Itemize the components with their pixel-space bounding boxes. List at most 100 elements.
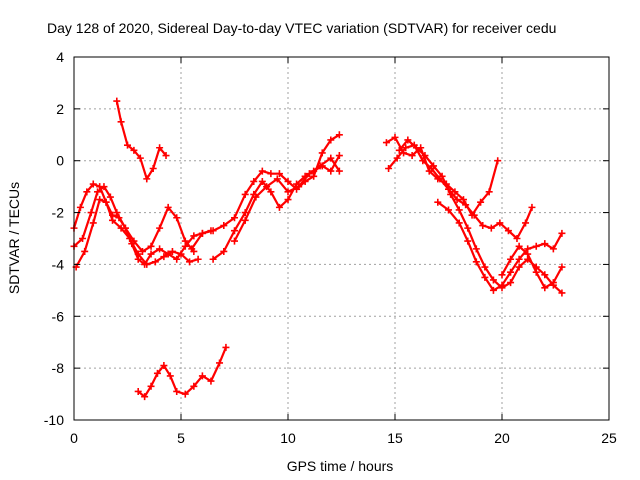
series-line — [72, 185, 195, 253]
data-point-marker — [258, 177, 266, 185]
data-point-marker — [102, 198, 110, 206]
data-point-marker — [459, 196, 467, 204]
data-point-marker — [173, 387, 181, 395]
data-point-marker — [216, 359, 224, 367]
data-point-marker — [541, 284, 549, 292]
data-point-marker — [445, 206, 452, 214]
data-point-marker — [147, 242, 155, 250]
data-point-marker — [181, 237, 189, 245]
data-point-marker — [470, 211, 478, 219]
data-point-marker — [275, 170, 283, 178]
data-point-marker — [181, 390, 189, 398]
data-point-marker — [404, 136, 412, 144]
data-point-marker — [222, 343, 230, 351]
x-tick-label: 10 — [280, 430, 296, 446]
y-tick-label: 4 — [56, 49, 64, 65]
data-point-marker — [385, 164, 393, 172]
chart-title: Day 128 of 2020, Sidereal Day-to-day VTE… — [47, 20, 556, 36]
data-point-marker — [494, 157, 502, 165]
data-point-marker — [275, 203, 283, 211]
data-point-marker — [141, 393, 149, 401]
series-arc-12 — [434, 198, 566, 294]
data-point-marker — [220, 247, 228, 255]
y-tick-label: -6 — [52, 308, 65, 324]
plot-frame — [73, 56, 610, 421]
data-point-marker — [393, 154, 401, 162]
data-point-marker — [267, 188, 275, 196]
data-point-marker — [504, 227, 512, 235]
data-point-marker — [258, 167, 266, 175]
data-point-marker — [106, 193, 114, 201]
series-layer — [70, 97, 566, 401]
data-point-marker — [284, 196, 292, 204]
data-point-marker — [558, 229, 566, 237]
y-tick-label: 2 — [56, 101, 64, 117]
data-point-marker — [81, 247, 89, 255]
data-point-marker — [515, 255, 523, 263]
x-axis-label: GPS time / hours — [287, 458, 394, 474]
data-point-marker — [231, 237, 238, 245]
data-point-marker — [434, 198, 442, 206]
data-point-marker — [513, 235, 521, 242]
data-point-marker — [267, 170, 275, 178]
data-point-marker — [207, 377, 215, 385]
data-point-marker — [83, 188, 91, 196]
data-point-marker — [121, 224, 129, 232]
data-point-marker — [462, 201, 470, 209]
data-point-marker — [507, 268, 515, 276]
data-point-marker — [147, 250, 155, 258]
data-point-marker — [528, 203, 536, 211]
data-point-marker — [153, 369, 161, 377]
data-point-marker — [284, 188, 292, 196]
y-axis-label: SDTVAR / TECUs — [6, 182, 22, 294]
data-point-marker — [162, 152, 170, 160]
data-point-marker — [305, 170, 313, 178]
data-point-marker — [231, 227, 238, 235]
data-point-marker — [507, 279, 515, 287]
data-point-marker — [558, 289, 566, 297]
data-point-marker — [558, 263, 566, 271]
data-point-marker — [143, 175, 151, 183]
data-point-marker — [335, 131, 343, 139]
x-tick-label: 15 — [387, 430, 403, 446]
data-point-marker — [522, 219, 530, 227]
series-arc-7 — [209, 152, 343, 263]
data-point-marker — [89, 219, 97, 227]
data-point-marker — [524, 250, 532, 258]
data-point-marker — [241, 209, 249, 217]
data-point-marker — [198, 372, 206, 380]
data-point-marker — [391, 133, 399, 141]
data-point-marker — [498, 281, 506, 289]
data-point-marker — [335, 167, 343, 175]
data-point-marker — [241, 216, 249, 224]
data-point-marker — [160, 362, 168, 370]
data-point-marker — [327, 136, 335, 144]
data-point-marker — [541, 240, 549, 248]
data-point-marker — [496, 219, 504, 227]
data-point-marker — [130, 146, 138, 154]
data-point-marker — [151, 258, 159, 266]
data-point-marker — [498, 271, 506, 279]
data-point-marker — [481, 273, 489, 281]
x-tick-label: 5 — [177, 430, 185, 446]
data-point-marker — [487, 224, 495, 232]
data-point-marker — [252, 193, 260, 201]
data-point-marker — [190, 382, 198, 390]
data-point-marker — [198, 229, 206, 237]
x-tick-labels: 0 5 10 15 20 25 — [70, 430, 617, 446]
data-point-marker — [477, 198, 485, 206]
data-point-marker — [190, 232, 198, 240]
data-point-marker — [209, 255, 217, 263]
data-point-marker — [451, 188, 459, 196]
data-point-marker — [109, 216, 117, 224]
data-point-marker — [464, 237, 472, 245]
series-line — [74, 198, 200, 269]
data-point-marker — [173, 255, 181, 263]
data-point-marker — [177, 250, 185, 258]
data-point-marker — [453, 196, 461, 204]
data-point-marker — [419, 157, 427, 165]
data-point-marker — [549, 245, 557, 253]
y-tick-label: 0 — [56, 153, 64, 169]
data-point-marker — [130, 237, 138, 245]
